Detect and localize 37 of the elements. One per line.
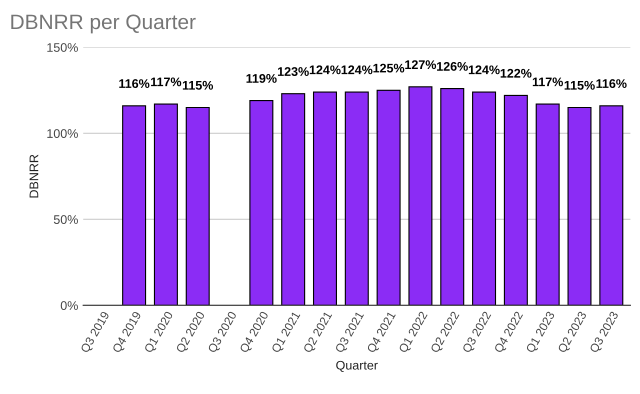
data-label: 119% <box>246 74 277 83</box>
data-label: 122% <box>500 68 532 78</box>
bar <box>154 104 178 306</box>
y-tick-label: 0% <box>60 301 78 310</box>
bar <box>186 106 210 306</box>
bar <box>408 86 432 306</box>
data-label: 117% <box>532 77 563 86</box>
bar <box>249 100 274 306</box>
bar <box>376 90 401 306</box>
data-label: 124% <box>468 65 500 74</box>
y-tick-label: 100% <box>47 129 78 138</box>
x-axis-title: Quarter <box>336 360 378 372</box>
chart-title: DBNRR per Quarter <box>11 14 196 34</box>
bar <box>567 106 592 306</box>
bar <box>472 91 496 306</box>
bar <box>281 93 306 306</box>
data-label: 124% <box>310 65 341 74</box>
y-tick-label: 150% <box>47 43 78 52</box>
bar <box>440 88 464 306</box>
bar <box>312 91 337 306</box>
bar <box>344 91 369 306</box>
bar <box>599 105 624 306</box>
data-label: 123% <box>278 67 309 76</box>
data-label: 126% <box>437 62 468 71</box>
bar <box>122 105 146 306</box>
data-label: 116% <box>119 79 150 88</box>
data-label: 116% <box>596 79 627 88</box>
data-label: 127% <box>405 60 436 70</box>
y-tick-label: 50% <box>54 215 78 224</box>
bar <box>536 104 560 306</box>
data-label: 117% <box>151 77 182 86</box>
bar <box>504 94 528 306</box>
data-label: 115% <box>182 80 214 90</box>
data-label: 115% <box>564 80 595 90</box>
data-label: 125% <box>373 64 404 73</box>
data-label: 124% <box>342 65 372 74</box>
y-axis-title: DBNRR <box>30 154 38 198</box>
